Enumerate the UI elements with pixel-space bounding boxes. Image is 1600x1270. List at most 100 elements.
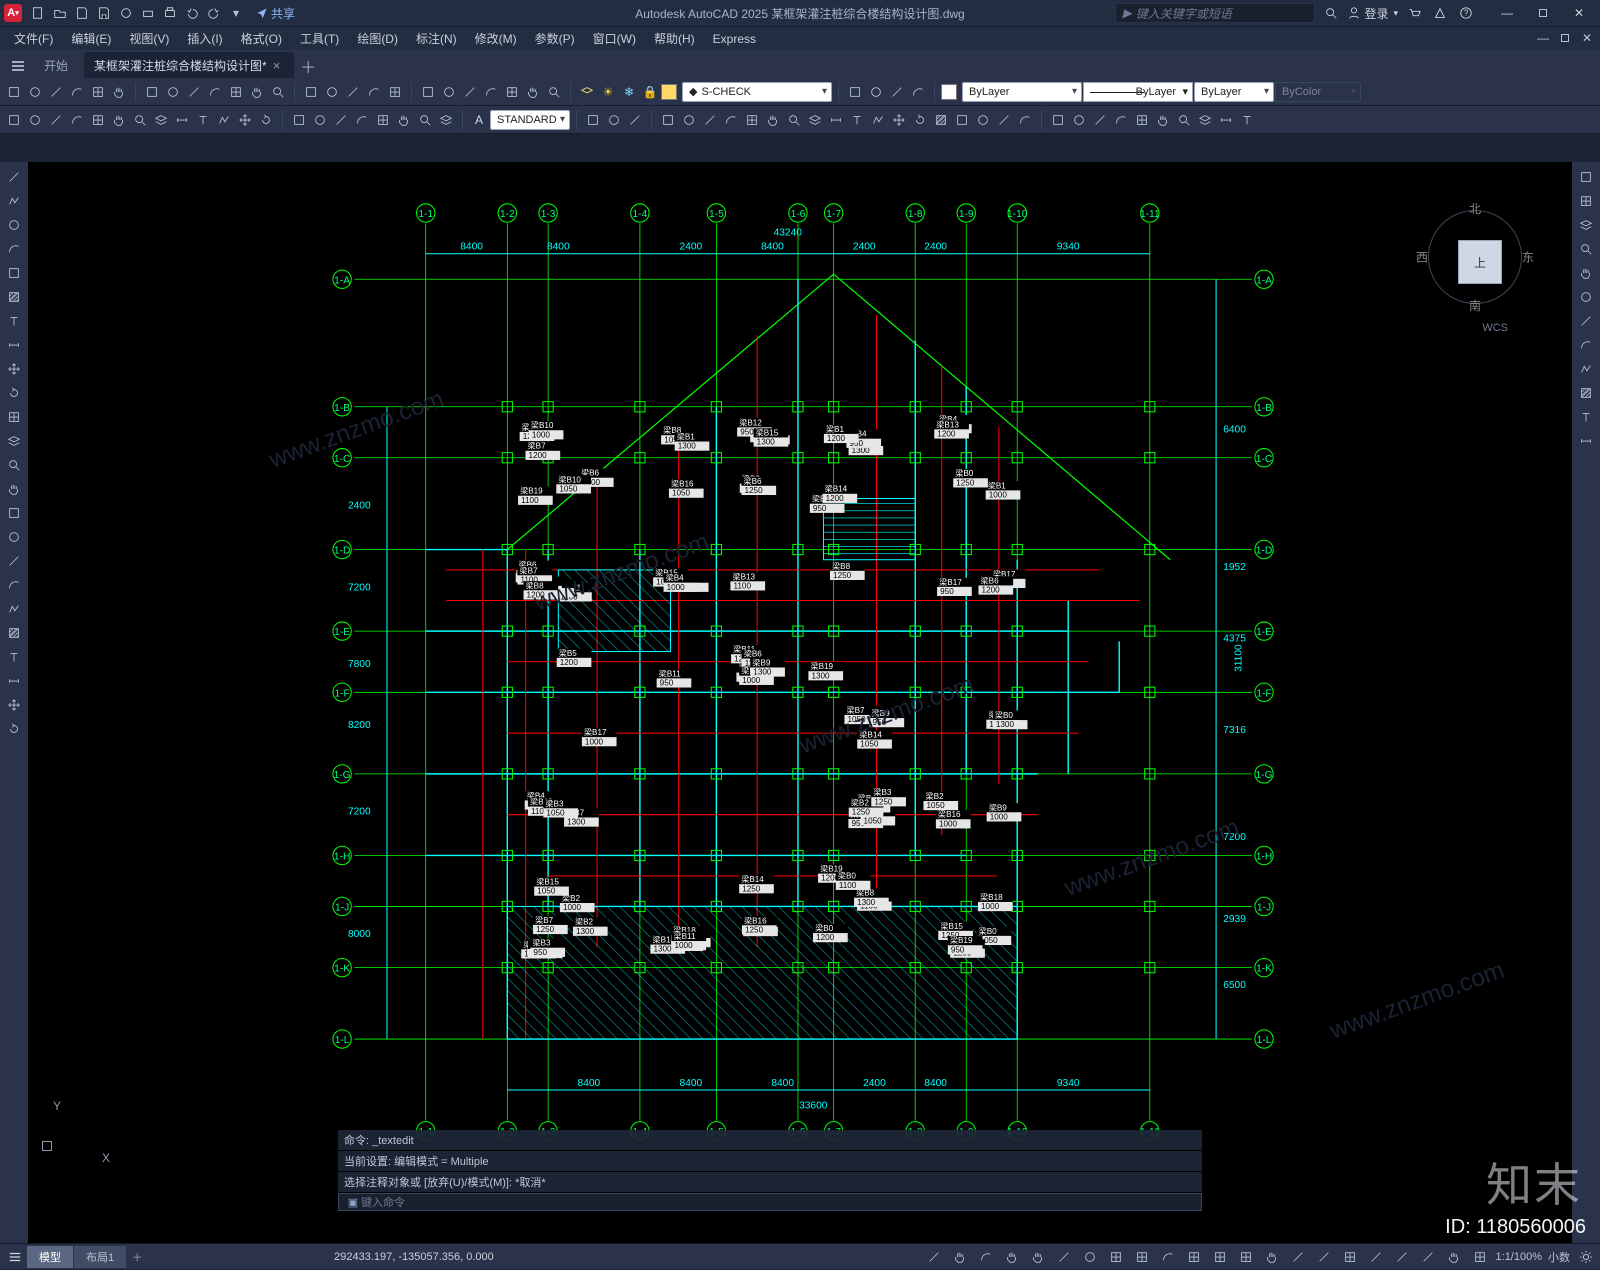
layer-lock-icon[interactable]: 🔒	[640, 82, 660, 102]
menu-item-8[interactable]: 修改(M)	[467, 28, 525, 50]
status-dyn-icon[interactable]	[1210, 1247, 1230, 1267]
draw-box-icon[interactable]	[3, 262, 25, 284]
undo-icon[interactable]	[226, 82, 246, 102]
leader-icon[interactable]	[310, 110, 330, 130]
menu-item-2[interactable]: 视图(V)	[121, 28, 177, 50]
status-quick-icon[interactable]	[1392, 1247, 1412, 1267]
draw-box-icon[interactable]	[3, 502, 25, 524]
image-icon[interactable]	[742, 110, 762, 130]
new-icon[interactable]	[4, 82, 24, 102]
draw-move-icon[interactable]	[3, 694, 25, 716]
status-transp-icon[interactable]	[1158, 1247, 1178, 1267]
field-icon[interactable]	[625, 110, 645, 130]
tol-icon[interactable]	[289, 110, 309, 130]
status-hw-icon[interactable]	[1444, 1247, 1464, 1267]
status-monitor-icon[interactable]	[1340, 1247, 1360, 1267]
calc-icon[interactable]	[502, 82, 522, 102]
nav-line-icon[interactable]	[1575, 310, 1597, 332]
nav-arc-icon[interactable]	[1575, 334, 1597, 356]
layiso-icon[interactable]	[845, 82, 865, 102]
draw-grid-icon[interactable]	[3, 406, 25, 428]
minimize-icon[interactable]: —	[1490, 3, 1524, 23]
text-icon[interactable]: A	[469, 110, 489, 130]
plotstyle-dropdown[interactable]: ByColor	[1275, 82, 1361, 102]
status-otrack-icon[interactable]	[1106, 1247, 1126, 1267]
match-icon[interactable]	[205, 82, 225, 102]
draw-line-icon[interactable]	[3, 550, 25, 572]
menu-item-12[interactable]: Express	[705, 28, 764, 50]
menu-item-7[interactable]: 标注(N)	[408, 28, 465, 50]
menu-item-4[interactable]: 格式(O)	[233, 28, 290, 50]
tab-start[interactable]: 开始	[34, 52, 82, 78]
xref-icon[interactable]	[721, 110, 741, 130]
layout-tab-1[interactable]: 布局1	[73, 1246, 126, 1268]
draw-poly-icon[interactable]	[3, 598, 25, 620]
app-icon[interactable]: A▾	[4, 4, 22, 22]
draw-zoom-icon[interactable]	[3, 454, 25, 476]
plot-icon[interactable]	[88, 82, 108, 102]
nav-poly-icon[interactable]	[1575, 358, 1597, 380]
status-snap-icon[interactable]	[976, 1247, 996, 1267]
etrans-icon[interactable]	[1153, 110, 1173, 130]
share-button[interactable]: 共享	[252, 5, 299, 22]
dim-break-icon[interactable]	[235, 110, 255, 130]
new-icon[interactable]	[28, 3, 48, 23]
qleader-icon[interactable]	[352, 110, 372, 130]
cart-icon[interactable]	[1404, 3, 1424, 23]
linetype-dropdown[interactable]: ByLayer▾	[1083, 82, 1193, 102]
erase-icon[interactable]	[268, 82, 288, 102]
dim-dia-icon[interactable]	[109, 110, 129, 130]
pan-icon[interactable]	[301, 82, 321, 102]
pt-icon[interactable]	[1015, 110, 1035, 130]
viewcube-south[interactable]: 南	[1469, 297, 1481, 314]
paste-icon[interactable]	[184, 82, 204, 102]
status-units[interactable]: 小数	[1548, 1249, 1570, 1265]
viewcube-north[interactable]: 北	[1469, 200, 1481, 217]
props-icon[interactable]	[418, 82, 438, 102]
layer-props-icon[interactable]	[577, 82, 597, 102]
search-icon[interactable]	[1321, 3, 1341, 23]
donut-icon[interactable]	[994, 110, 1014, 130]
dimover-icon[interactable]	[415, 110, 435, 130]
layer-dropdown[interactable]: ◆S-CHECK	[682, 82, 832, 102]
menu-item-5[interactable]: 工具(T)	[292, 28, 347, 50]
draw-rot-icon[interactable]	[3, 382, 25, 404]
draw-hand-icon[interactable]	[3, 478, 25, 500]
web-open-icon[interactable]	[116, 3, 136, 23]
find-icon[interactable]	[583, 110, 603, 130]
status-units-icon[interactable]	[1366, 1247, 1386, 1267]
color-swatch[interactable]	[941, 84, 957, 100]
save-icon[interactable]	[46, 82, 66, 102]
orbit-icon[interactable]	[385, 82, 405, 102]
help-search-input[interactable]: ▶键入关键字或短语	[1115, 3, 1315, 23]
clip-icon[interactable]	[784, 110, 804, 130]
status-grid-icon[interactable]	[950, 1247, 970, 1267]
draw-txt-icon[interactable]	[3, 646, 25, 668]
status-iso-icon[interactable]	[1418, 1247, 1438, 1267]
save-icon[interactable]	[72, 3, 92, 23]
command-line[interactable]: 命令: _textedit 当前设置: 编辑模式 = Multiple 选择注释…	[338, 1129, 1202, 1211]
dim-lin-icon[interactable]	[4, 110, 24, 130]
nav-zoom-icon[interactable]	[1575, 238, 1597, 260]
dim-rad-icon[interactable]	[88, 110, 108, 130]
open-icon[interactable]	[50, 3, 70, 23]
text-style-dropdown[interactable]: STANDARD	[490, 110, 570, 130]
draw-icon[interactable]	[1237, 110, 1257, 130]
qat-more-icon[interactable]: ▾	[226, 3, 246, 23]
help-icon[interactable]: ?	[1456, 3, 1476, 23]
table-icon[interactable]	[952, 110, 972, 130]
nav-dim-icon[interactable]	[1575, 430, 1597, 452]
dim-ang-icon[interactable]	[46, 110, 66, 130]
draw-circ-icon[interactable]	[3, 526, 25, 548]
design-icon[interactable]	[439, 82, 459, 102]
open-icon[interactable]	[25, 82, 45, 102]
redo-icon[interactable]	[247, 82, 267, 102]
menu-item-3[interactable]: 插入(I)	[179, 28, 230, 50]
dim-base-icon[interactable]	[172, 110, 192, 130]
doc-restore-icon[interactable]	[1556, 29, 1574, 47]
attach-icon[interactable]	[763, 110, 783, 130]
preview-icon[interactable]	[109, 82, 129, 102]
status-3dosnap-icon[interactable]	[1080, 1247, 1100, 1267]
maximize-icon[interactable]	[1526, 3, 1560, 23]
status-cycle-icon[interactable]	[1184, 1247, 1204, 1267]
